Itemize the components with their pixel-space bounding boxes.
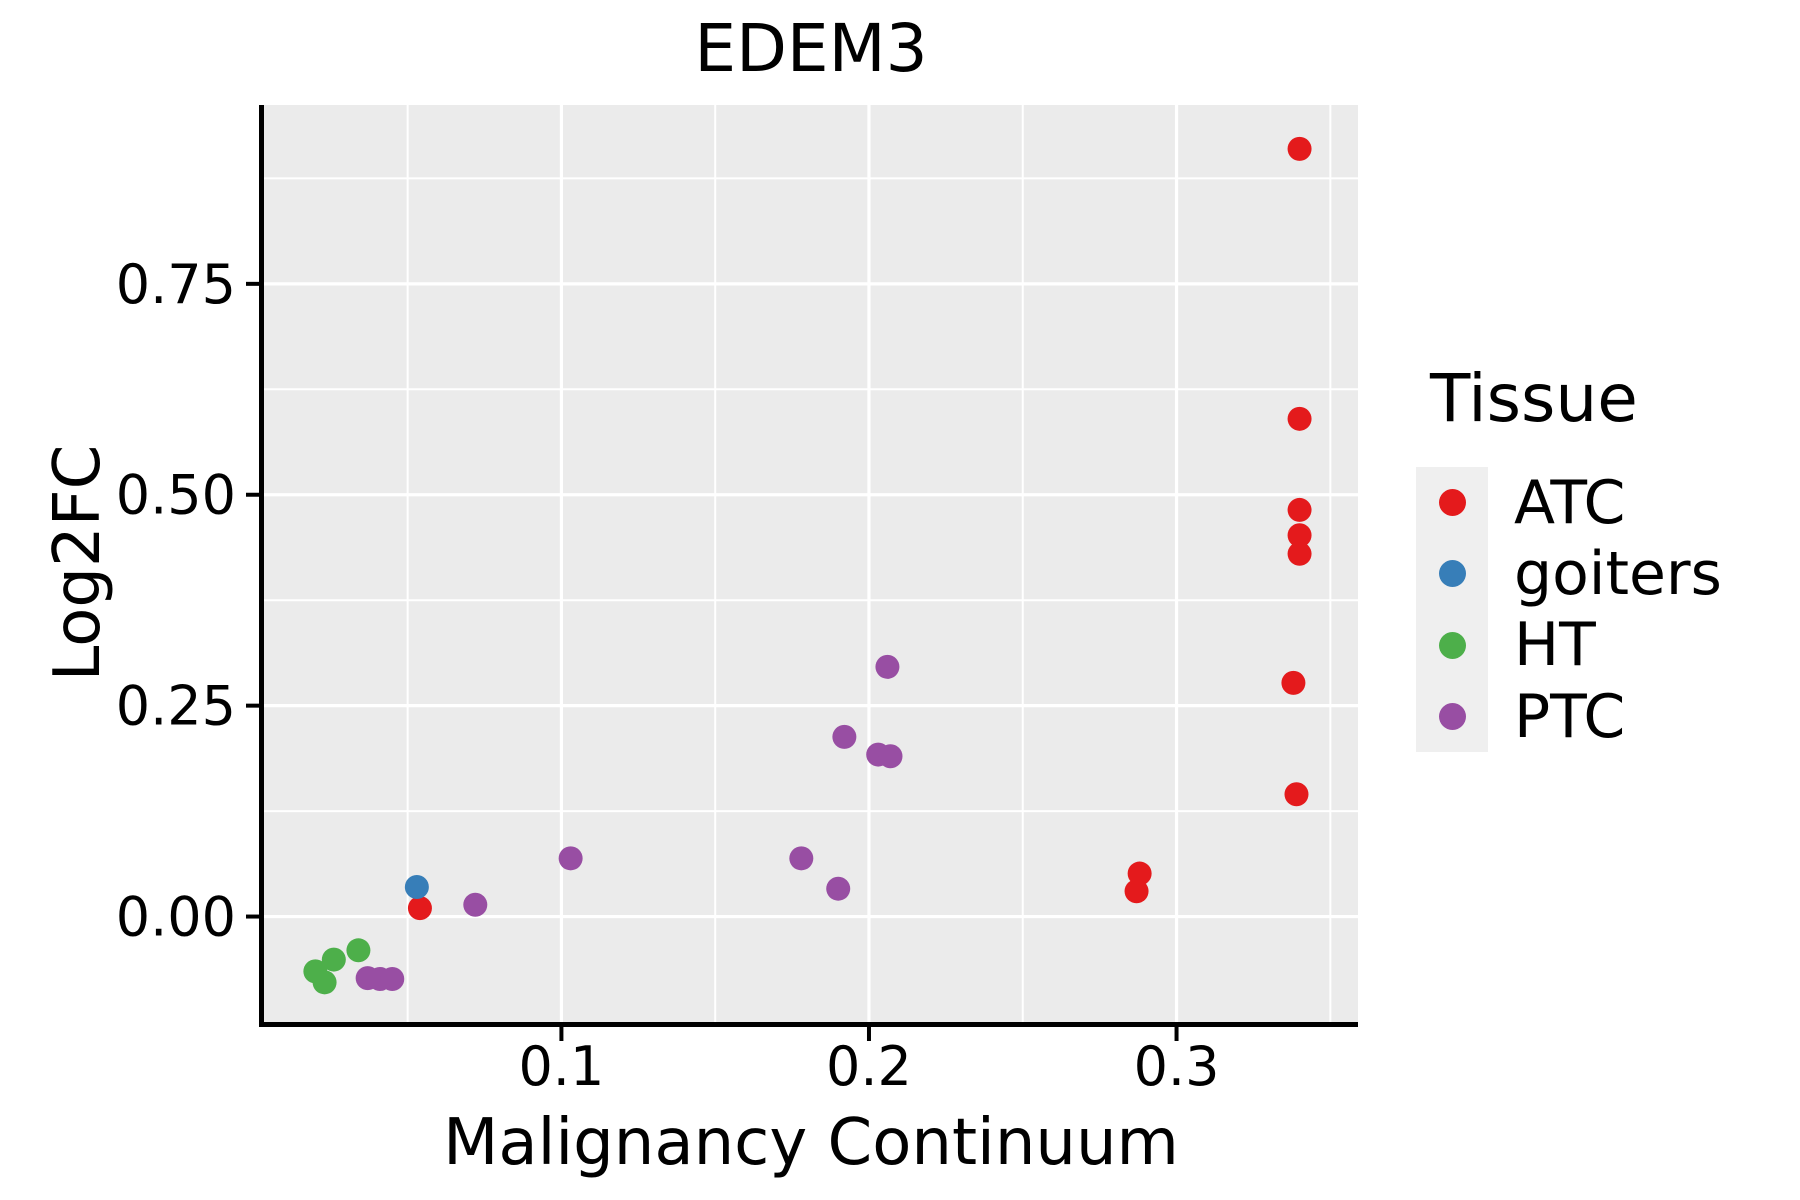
legend-label: PTC [1514, 681, 1626, 752]
legend-dot-icon [1438, 703, 1466, 731]
data-point-atc [1287, 406, 1312, 431]
x-tick-label: 0.3 [1134, 1035, 1220, 1098]
legend-item-ht: HT [1416, 609, 1800, 681]
legend-label: ATC [1514, 467, 1626, 538]
data-point-atc [1287, 136, 1312, 161]
y-axis-title: Log2FC [41, 444, 115, 682]
legend: Tissue ATC goiters HT PTC [1416, 360, 1800, 753]
legend-key [1416, 609, 1488, 681]
x-axis-title: Malignancy Continuum [443, 1106, 1179, 1180]
legend-item-goiters: goiters [1416, 538, 1800, 610]
y-tick-label: 0.25 [116, 675, 236, 738]
data-point-ptc [878, 744, 903, 769]
data-point-atc [407, 896, 432, 921]
legend-item-ptc: PTC [1416, 680, 1800, 753]
data-point-ptc [463, 892, 488, 917]
y-tick-label: 0.75 [116, 253, 236, 316]
legend-dot-icon [1438, 631, 1466, 659]
x-tick-label: 0.1 [518, 1035, 604, 1098]
y-tick-label: 0.00 [116, 886, 236, 949]
data-point-ht [321, 947, 346, 972]
data-point-atc [1124, 879, 1149, 904]
data-point-atc [1287, 497, 1312, 522]
legend-item-atc: ATC [1416, 467, 1800, 539]
legend-dot-icon [1438, 489, 1466, 517]
legend-title: Tissue [1430, 360, 1638, 437]
plot-title: EDEM3 [694, 10, 928, 87]
data-point-ht [312, 970, 337, 995]
legend-label: goiters [1514, 538, 1722, 609]
data-point-ptc [380, 966, 405, 991]
data-point-ptc [558, 846, 583, 871]
data-point-ptc [875, 654, 900, 679]
data-point-ptc [789, 846, 814, 871]
legend-key [1416, 538, 1488, 610]
data-point-ptc [832, 724, 857, 749]
data-point-atc [1287, 541, 1312, 566]
data-point-ptc [826, 876, 851, 901]
data-point-ht [346, 938, 371, 963]
y-tick-label: 0.50 [116, 464, 236, 527]
legend-key [1416, 680, 1488, 753]
data-point-goiters [404, 875, 429, 900]
legend-items: ATC goiters HT PTC [1416, 467, 1800, 753]
legend-dot-icon [1438, 560, 1466, 588]
data-point-atc [1127, 861, 1152, 886]
legend-key [1416, 467, 1488, 539]
data-point-atc [1284, 782, 1309, 807]
x-tick-label: 0.2 [826, 1035, 912, 1098]
data-point-atc [1281, 670, 1306, 695]
data-point-atc [1287, 523, 1312, 548]
legend-label: HT [1514, 610, 1596, 681]
